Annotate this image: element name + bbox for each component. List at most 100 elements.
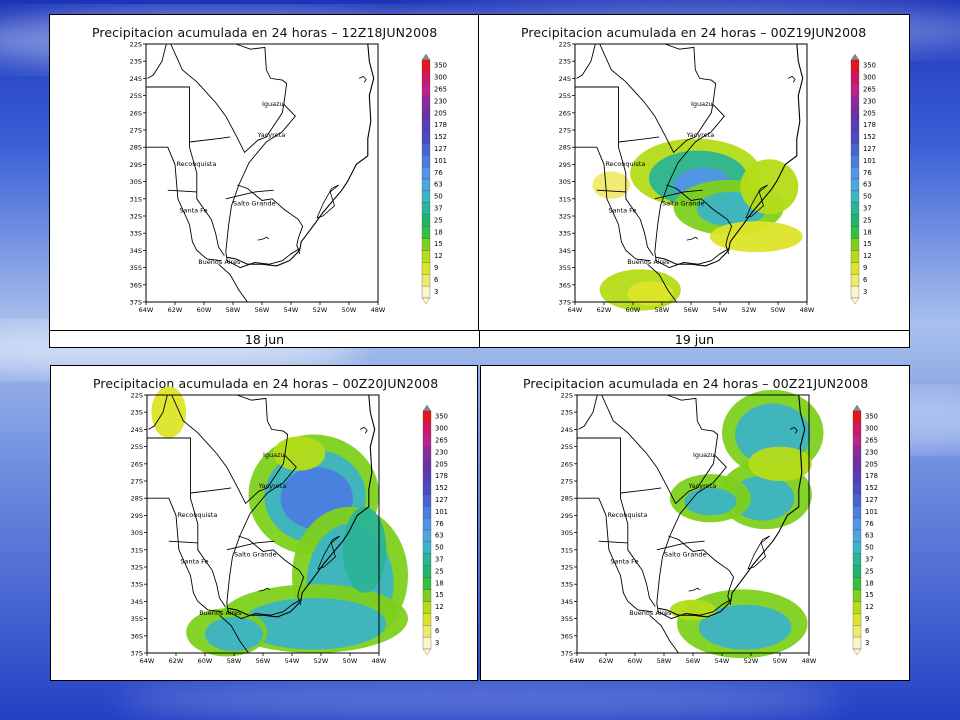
legend-bottom-arrow bbox=[850, 297, 860, 305]
legend-value: 205 bbox=[435, 460, 448, 468]
legend-value: 230 bbox=[863, 97, 876, 105]
lat-label: 28S bbox=[130, 144, 142, 152]
legend-value: 15 bbox=[863, 240, 872, 248]
legend-swatch bbox=[850, 202, 860, 215]
station-marker-icon bbox=[358, 75, 367, 83]
legend-value: 230 bbox=[435, 448, 448, 456]
buenos-aires-label: Buenos Aires bbox=[198, 258, 241, 266]
lat-label: 27S bbox=[559, 127, 571, 135]
political-boundaries bbox=[146, 43, 375, 303]
yacyreta-label: Yacyreta bbox=[258, 482, 287, 490]
legend-swatch bbox=[850, 274, 860, 287]
lat-label: 24S bbox=[131, 426, 143, 434]
legend-value: 12 bbox=[435, 603, 444, 611]
boundary-line bbox=[620, 487, 662, 494]
panel-title: Precipitacion acumulada en 24 horas – 00… bbox=[523, 376, 869, 391]
boundary-line bbox=[618, 136, 660, 143]
legend-swatch bbox=[421, 143, 431, 156]
iguazu-label: Iguazu bbox=[263, 451, 285, 459]
legend-value: 230 bbox=[865, 448, 878, 456]
legend-value: 12 bbox=[863, 252, 872, 260]
legend-swatch bbox=[422, 613, 432, 626]
lon-label: 50W bbox=[343, 657, 358, 665]
boundary-line bbox=[147, 497, 223, 613]
lat-label: 25S bbox=[559, 92, 571, 100]
boundary-line bbox=[189, 136, 231, 143]
lon-label: 60W bbox=[628, 657, 643, 665]
rain-area bbox=[205, 616, 263, 652]
rain-area bbox=[730, 475, 795, 521]
legend-value: 63 bbox=[865, 532, 874, 540]
legend-value: 37 bbox=[865, 556, 874, 564]
lat-label: 34S bbox=[130, 247, 142, 255]
legend-swatch bbox=[850, 178, 860, 192]
island-marker-icon bbox=[688, 587, 700, 592]
boundary-line bbox=[599, 43, 725, 261]
political-boundaries bbox=[575, 43, 804, 303]
lon-label: 56W bbox=[686, 657, 701, 665]
legend-value: 350 bbox=[435, 413, 448, 421]
santa-fe-label: Santa Fe bbox=[610, 558, 638, 566]
boundary-line bbox=[170, 43, 296, 261]
legend-swatch bbox=[421, 119, 431, 132]
top-row-divider bbox=[478, 14, 479, 348]
legend-value: 9 bbox=[434, 264, 438, 272]
lat-label: 30S bbox=[131, 529, 143, 537]
lat-label: 36S bbox=[131, 632, 143, 640]
lat-label: 25S bbox=[131, 443, 143, 451]
legend-value: 6 bbox=[434, 276, 438, 284]
legend-value: 300 bbox=[435, 425, 448, 433]
legend-swatch bbox=[850, 166, 860, 180]
lat-label: 26S bbox=[561, 460, 573, 468]
legend-swatch bbox=[852, 410, 862, 424]
lon-label: 52W bbox=[314, 657, 329, 665]
legend-value: 25 bbox=[435, 567, 444, 575]
legend-value: 63 bbox=[435, 532, 444, 540]
boundary-line bbox=[656, 540, 705, 551]
legend-swatch bbox=[852, 625, 862, 638]
legend-swatch bbox=[421, 226, 431, 239]
legend-swatch bbox=[422, 458, 432, 471]
rain-area bbox=[627, 281, 674, 306]
legend-value: 50 bbox=[434, 193, 443, 201]
legend-swatch bbox=[422, 553, 432, 566]
legend-swatch bbox=[852, 613, 862, 626]
lon-label: 62W bbox=[169, 657, 184, 665]
buenos-aires-label: Buenos Aires bbox=[199, 609, 242, 617]
color-legend: 3503002652302051781521271017663503725181… bbox=[850, 53, 876, 305]
lat-label: 37S bbox=[561, 650, 573, 658]
rain-area bbox=[684, 487, 737, 516]
legend-value: 265 bbox=[863, 86, 876, 94]
lat-label: 31S bbox=[130, 195, 142, 203]
lat-label: 27S bbox=[131, 478, 143, 486]
lat-label: 24S bbox=[130, 75, 142, 83]
legend-swatch bbox=[852, 577, 862, 590]
boundary-line bbox=[647, 263, 677, 303]
lon-label: 54W bbox=[284, 306, 299, 314]
legend-value: 205 bbox=[865, 460, 878, 468]
lat-label: 22S bbox=[561, 392, 573, 400]
legend-value: 152 bbox=[863, 133, 876, 141]
lat-label: 33S bbox=[559, 230, 571, 238]
legend-value: 6 bbox=[863, 276, 867, 284]
legend-value: 9 bbox=[863, 264, 867, 272]
lat-label: 29S bbox=[561, 512, 573, 520]
legend-swatch bbox=[422, 636, 432, 650]
lat-label: 23S bbox=[130, 58, 142, 66]
map-panel-12z18jun: Precipitacion acumulada en 24 horas – 12… bbox=[50, 15, 478, 330]
lon-label: 50W bbox=[771, 306, 786, 314]
color-legend: 3503002652302051781521271017663503725181… bbox=[421, 53, 447, 305]
legend-swatch bbox=[852, 422, 862, 435]
legend-swatch bbox=[422, 446, 432, 459]
caption-19-jun: 19 jun bbox=[479, 331, 909, 347]
legend-swatch bbox=[852, 565, 862, 578]
lat-label: 34S bbox=[561, 598, 573, 606]
legend-value: 50 bbox=[865, 544, 874, 552]
boundary-line bbox=[227, 599, 301, 620]
buenos-aires-label: Buenos Aires bbox=[627, 258, 670, 266]
lon-label: 54W bbox=[285, 657, 300, 665]
lat-label: 32S bbox=[561, 564, 573, 572]
legend-value: 6 bbox=[435, 627, 439, 635]
legend-value: 18 bbox=[435, 579, 444, 587]
legend-value: 3 bbox=[435, 639, 439, 647]
